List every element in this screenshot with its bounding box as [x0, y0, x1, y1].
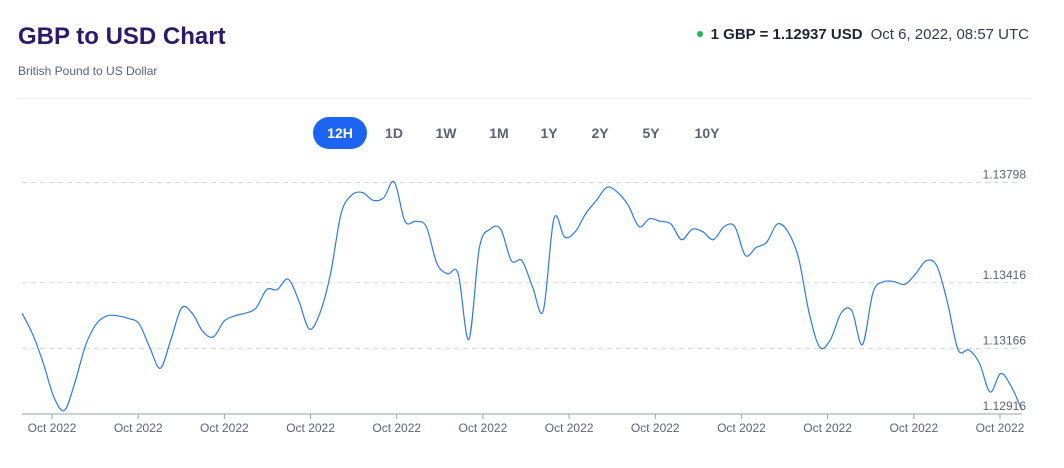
- tab-12h[interactable]: 12H: [313, 117, 367, 149]
- header: GBP to USD Chart British Pound to US Dol…: [18, 18, 1029, 99]
- tab-5y[interactable]: 5Y: [642, 125, 660, 141]
- tab-10y[interactable]: 10Y: [694, 125, 720, 141]
- x-tick-label: Oct 2022: [889, 421, 938, 435]
- rate-text: 1 GBP = 1.12937 USD: [710, 26, 863, 43]
- x-tick-label: Oct 2022: [200, 421, 249, 435]
- x-tick-label: Oct 2022: [114, 421, 163, 435]
- current-rate: 1 GBP = 1.12937 USD Oct 6, 2022, 08:57 UT…: [696, 26, 1029, 43]
- x-tick-label: Oct 2022: [631, 421, 680, 435]
- y-tick-label: 1.12916: [983, 399, 1027, 413]
- series-line: [21, 180, 1023, 412]
- tab-1w[interactable]: 1W: [435, 125, 457, 141]
- x-tick-label: Oct 2022: [545, 421, 594, 435]
- tab-1m[interactable]: 1M: [489, 125, 509, 141]
- x-tick-label: Oct 2022: [372, 421, 421, 435]
- tab-1y[interactable]: 1Y: [540, 125, 558, 141]
- tab-2y[interactable]: 2Y: [591, 125, 609, 141]
- x-tick-label: Oct 2022: [717, 421, 766, 435]
- y-tick-label: 1.13166: [983, 333, 1027, 347]
- x-tick-label: Oct 2022: [286, 421, 335, 435]
- live-status-dot-icon: [696, 31, 703, 38]
- page-title: GBP to USD Chart: [18, 23, 226, 50]
- tab-1d[interactable]: 1D: [385, 125, 403, 141]
- page-subtitle: British Pound to US Dollar: [18, 64, 158, 78]
- y-tick-label: 1.13798: [983, 167, 1027, 181]
- timeframe-tabs: 12H 1D 1W 1M 1Y 2Y 5Y 10Y: [0, 117, 1064, 149]
- y-tick-label: 1.13416: [983, 268, 1027, 282]
- x-tick-label: Oct 2022: [28, 421, 77, 435]
- x-tick-label: Oct 2022: [803, 421, 852, 435]
- x-tick-label: Oct 2022: [976, 421, 1025, 435]
- x-tick-label: Oct 2022: [459, 421, 508, 435]
- rate-timestamp: Oct 6, 2022, 08:57 UTC: [870, 26, 1029, 43]
